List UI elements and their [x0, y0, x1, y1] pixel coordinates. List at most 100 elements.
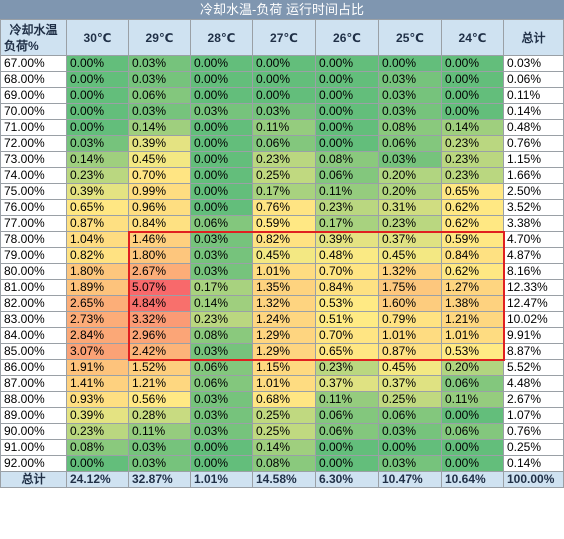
value-cell: 1.21%: [128, 375, 191, 392]
table-row: 87.00% 1.41% 1.21% 0.06% 1.01% 0.37% 0.37% 0.06…: [0, 375, 564, 392]
row-load-label: 90.00%: [0, 423, 67, 440]
column-header: 25℃: [378, 19, 442, 56]
value-cell: 0.53%: [315, 295, 379, 312]
value-cell: 5.07%: [128, 279, 191, 296]
value-cell: 1.04%: [66, 231, 129, 248]
value-cell: 0.20%: [441, 359, 504, 376]
row-total-cell: 0.14%: [503, 103, 564, 120]
value-cell: 0.00%: [190, 55, 253, 72]
value-cell: 1.01%: [441, 327, 504, 344]
value-cell: 0.00%: [190, 71, 253, 88]
row-total-cell: 0.76%: [503, 423, 564, 440]
value-cell: 0.48%: [315, 247, 379, 264]
row-load-label: 68.00%: [0, 71, 67, 88]
corner-label-load: 负荷%: [4, 38, 39, 53]
value-cell: 0.79%: [378, 311, 442, 328]
value-cell: 0.00%: [315, 119, 379, 136]
value-cell: 0.00%: [252, 71, 316, 88]
value-cell: 1.38%: [441, 295, 504, 312]
row-total-cell: 12.47%: [503, 295, 564, 312]
value-cell: 0.23%: [378, 215, 442, 232]
footer-total-label: 总计: [0, 471, 67, 488]
value-cell: 0.00%: [66, 119, 129, 136]
row-total-cell: 1.66%: [503, 167, 564, 184]
value-cell: 1.35%: [252, 279, 316, 296]
value-cell: 0.06%: [441, 423, 504, 440]
value-cell: 0.03%: [378, 71, 442, 88]
value-cell: 3.07%: [66, 343, 129, 360]
value-cell: 0.06%: [190, 215, 253, 232]
value-cell: 0.56%: [128, 391, 191, 408]
table-row: 78.00% 1.04% 1.46% 0.03% 0.82% 0.39% 0.37% 0.59…: [0, 231, 564, 248]
row-load-label: 86.00%: [0, 359, 67, 376]
value-cell: 0.14%: [252, 439, 316, 456]
row-load-label: 76.00%: [0, 199, 67, 216]
value-cell: 4.84%: [128, 295, 191, 312]
value-cell: 0.59%: [252, 215, 316, 232]
row-load-label: 89.00%: [0, 407, 67, 424]
value-cell: 0.82%: [66, 247, 129, 264]
value-cell: 0.11%: [315, 183, 379, 200]
table-title: 冷却水温-负荷 运行时间占比: [0, 0, 564, 19]
value-cell: 0.03%: [190, 231, 253, 248]
value-cell: 0.03%: [190, 263, 253, 280]
value-cell: 2.96%: [128, 327, 191, 344]
table-row: 91.00% 0.08% 0.03% 0.00% 0.14% 0.00% 0.00% 0.00…: [0, 439, 564, 456]
value-cell: 0.03%: [128, 71, 191, 88]
column-total-cell: 10.64%: [441, 471, 504, 488]
value-cell: 0.00%: [378, 55, 442, 72]
table-row: 88.00% 0.93% 0.56% 0.03% 0.68% 0.11% 0.25% 0.11…: [0, 391, 564, 408]
value-cell: 0.45%: [252, 247, 316, 264]
row-load-label: 87.00%: [0, 375, 67, 392]
total-column-header: 总计: [503, 19, 564, 56]
value-cell: 0.23%: [315, 199, 379, 216]
column-total-cell: 1.01%: [190, 471, 253, 488]
value-cell: 0.11%: [315, 391, 379, 408]
value-cell: 0.31%: [378, 199, 442, 216]
value-cell: 0.23%: [441, 151, 504, 168]
row-total-cell: 1.07%: [503, 407, 564, 424]
value-cell: 1.32%: [378, 263, 442, 280]
value-cell: 0.87%: [378, 343, 442, 360]
value-cell: 1.24%: [252, 311, 316, 328]
value-cell: 0.39%: [66, 183, 129, 200]
value-cell: 1.29%: [252, 327, 316, 344]
table-row: 79.00% 0.82% 1.80% 0.03% 0.45% 0.48% 0.45% 0.84…: [0, 247, 564, 264]
table-row: 67.00% 0.00% 0.03% 0.00% 0.00% 0.00% 0.00% 0.00…: [0, 55, 564, 72]
row-load-label: 84.00%: [0, 327, 67, 344]
value-cell: 0.00%: [441, 71, 504, 88]
value-cell: 0.11%: [252, 119, 316, 136]
table-row: 85.00% 3.07% 2.42% 0.03% 1.29% 0.65% 0.87% 0.53…: [0, 343, 564, 360]
value-cell: 0.03%: [190, 247, 253, 264]
column-header: 24℃: [441, 19, 504, 56]
value-cell: 0.08%: [190, 327, 253, 344]
value-cell: 0.39%: [66, 407, 129, 424]
value-cell: 1.27%: [441, 279, 504, 296]
value-cell: 0.14%: [441, 119, 504, 136]
value-cell: 1.01%: [252, 375, 316, 392]
table-row: 69.00% 0.00% 0.06% 0.00% 0.00% 0.00% 0.03% 0.00…: [0, 87, 564, 104]
value-cell: 0.00%: [441, 455, 504, 472]
row-load-label: 79.00%: [0, 247, 67, 264]
value-cell: 0.03%: [252, 103, 316, 120]
value-cell: 0.00%: [441, 103, 504, 120]
value-cell: 1.80%: [66, 263, 129, 280]
value-cell: 0.03%: [378, 87, 442, 104]
value-cell: 0.00%: [66, 71, 129, 88]
row-load-label: 77.00%: [0, 215, 67, 232]
value-cell: 0.00%: [190, 439, 253, 456]
value-cell: 0.23%: [66, 167, 129, 184]
grand-total-cell: 100.00%: [503, 471, 564, 488]
value-cell: 0.17%: [190, 279, 253, 296]
row-load-label: 73.00%: [0, 151, 67, 168]
table-row: 86.00% 1.91% 1.52% 0.06% 1.15% 0.23% 0.45% 0.20…: [0, 359, 564, 376]
footer-total-row: 总计 24.12% 32.87% 1.01% 14.58% 6.30% 10.47% 10.6…: [0, 471, 564, 488]
value-cell: 0.06%: [190, 359, 253, 376]
value-cell: 0.65%: [441, 183, 504, 200]
value-cell: 0.00%: [315, 71, 379, 88]
value-cell: 0.06%: [315, 423, 379, 440]
table-row: 80.00% 1.80% 2.67% 0.03% 1.01% 0.70% 1.32% 0.62…: [0, 263, 564, 280]
value-cell: 0.03%: [190, 407, 253, 424]
data-table: 冷却水温 负荷% 30℃ 29℃ 28℃ 27℃ 26℃ 25℃ 24℃ 总计 …: [0, 19, 564, 488]
value-cell: 0.03%: [378, 423, 442, 440]
